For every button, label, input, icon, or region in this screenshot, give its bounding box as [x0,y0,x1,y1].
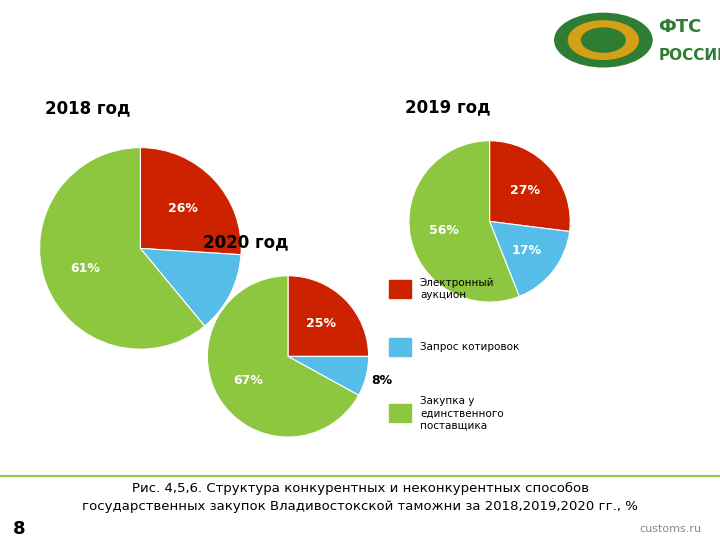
Wedge shape [40,147,204,349]
Text: Закупка у
единственного
поставщика: Закупка у единственного поставщика [420,396,503,430]
Wedge shape [288,276,369,356]
Wedge shape [490,141,570,232]
Text: 67%: 67% [233,374,263,387]
Bar [389,339,411,356]
Circle shape [554,14,652,67]
Text: 17%: 17% [511,244,541,256]
Wedge shape [490,221,570,296]
Circle shape [568,21,639,59]
Text: 2019 год: 2019 год [405,99,490,117]
Text: ЗАДАЧА 3. ПРОАНАЛИЗИРОВАТЬ ПОРЯДОК ОРГАНИЗАЦИИ И
СОСТОЯНИЕ МАТЕРИАЛЬНО-ТЕХНИЧЕСК: ЗАДАЧА 3. ПРОАНАЛИЗИРОВАТЬ ПОРЯДОК ОРГАН… [14,9,535,71]
Wedge shape [207,276,359,437]
Wedge shape [140,147,241,255]
Text: 26%: 26% [168,202,198,215]
Text: 27%: 27% [510,184,540,197]
Text: РОССИИ: РОССИИ [659,48,720,63]
Text: 13%: 13% [231,296,261,309]
Text: ФТС: ФТС [659,18,702,36]
Bar [389,404,411,422]
Text: 56%: 56% [428,224,459,237]
Bar [389,280,411,298]
Text: 61%: 61% [71,262,100,275]
Wedge shape [288,356,369,395]
Text: customs.ru: customs.ru [640,524,702,534]
Text: 8%: 8% [372,374,392,387]
Text: 25%: 25% [306,317,336,330]
Wedge shape [409,141,519,302]
Text: 8: 8 [13,520,26,538]
Circle shape [582,28,625,52]
Wedge shape [140,248,241,326]
Text: Электронный
аукцион: Электронный аукцион [420,278,495,300]
Text: 2018 год: 2018 год [45,99,130,117]
Text: Рис. 4,5,6. Структура конкурентных и неконкурентных способов
государственных зак: Рис. 4,5,6. Структура конкурентных и нек… [82,482,638,513]
Text: 2020 год: 2020 год [203,234,289,252]
Text: Запрос котировок: Запрос котировок [420,342,519,352]
